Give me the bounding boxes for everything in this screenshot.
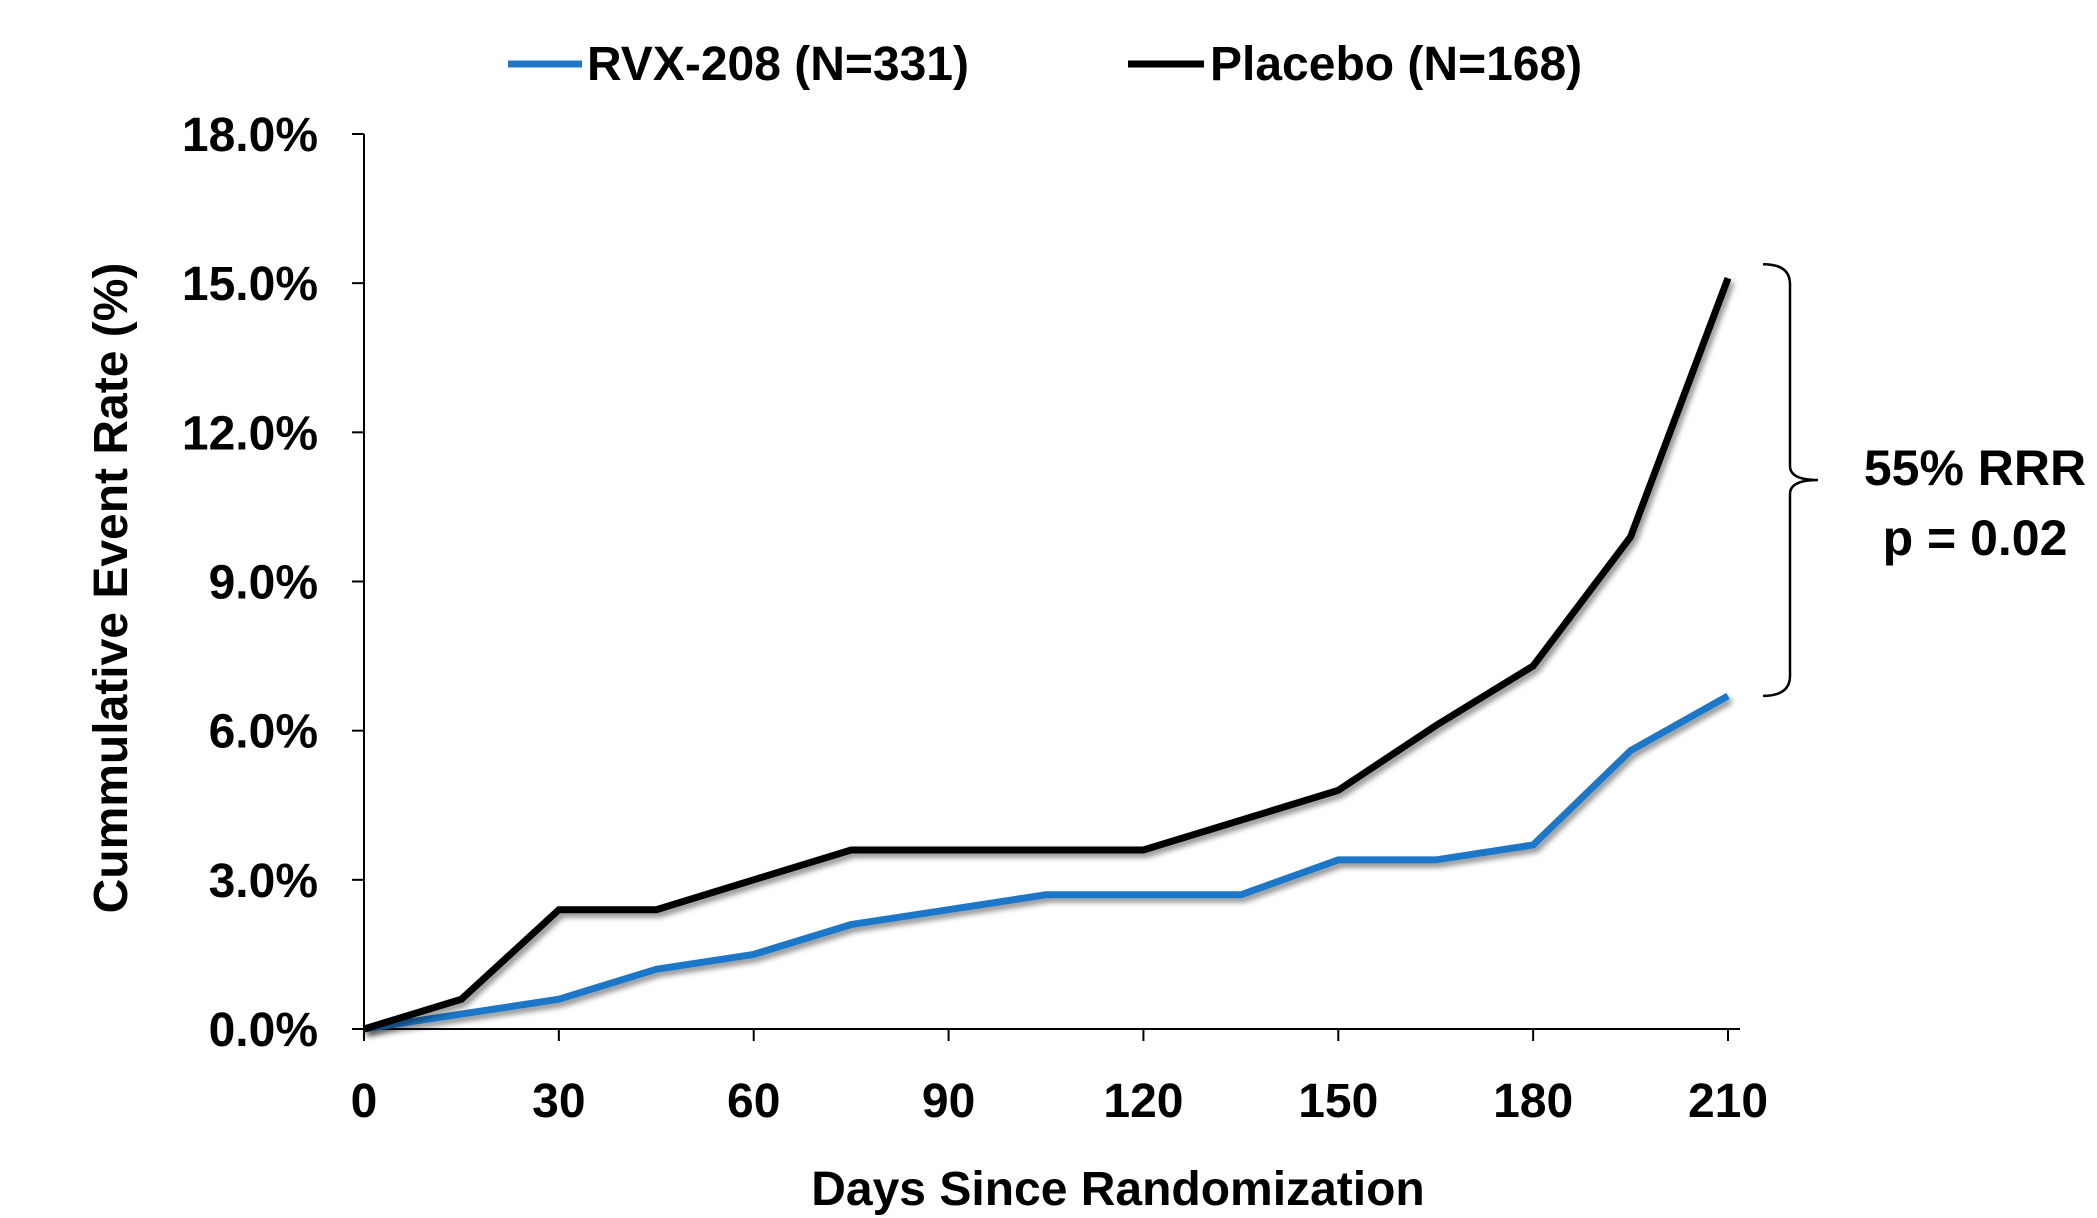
- x-tick-label: 90: [922, 1075, 975, 1128]
- x-tick-label: 0: [351, 1075, 378, 1128]
- y-tick-label: 0.0%: [209, 1004, 318, 1057]
- x-tick-label: 60: [727, 1075, 780, 1128]
- y-tick-label: 3.0%: [209, 855, 318, 908]
- series-line-rvx208: [363, 692, 1730, 1033]
- x-tick-label: 30: [532, 1075, 585, 1128]
- annotation-rrr: 55% RRR: [1864, 440, 2086, 496]
- x-tick-label: 150: [1298, 1075, 1378, 1128]
- x-axis-label: Days Since Randomization: [811, 1163, 1424, 1216]
- x-tick-label: 180: [1493, 1075, 1573, 1128]
- legend-label-placebo: Placebo (N=168): [1210, 38, 1582, 91]
- x-tick-label: 210: [1688, 1075, 1768, 1128]
- annotation-p-value: p = 0.02: [1883, 510, 2068, 566]
- y-tick-label: 12.0%: [182, 407, 318, 460]
- x-tick-label: 120: [1103, 1075, 1183, 1128]
- y-tick-label: 15.0%: [182, 258, 318, 311]
- legend-label-rvx208: RVX-208 (N=331): [587, 38, 969, 91]
- rrr-bracket: [1762, 262, 1819, 698]
- plot-area: 0.0% 3.0% 6.0% 9.0% 12.0% 15.0% 18.0% 0 30 60 90 12…: [182, 109, 1768, 1128]
- y-tick-label: 18.0%: [182, 109, 318, 162]
- y-axis-label: Cummulative Event Rate (%): [85, 263, 138, 914]
- y-tick-label: 9.0%: [209, 557, 318, 610]
- series-line-placebo: [362, 276, 1732, 1033]
- y-tick-label: 6.0%: [209, 706, 318, 759]
- legend: RVX-208 (N=331) Placebo (N=168): [508, 38, 1582, 91]
